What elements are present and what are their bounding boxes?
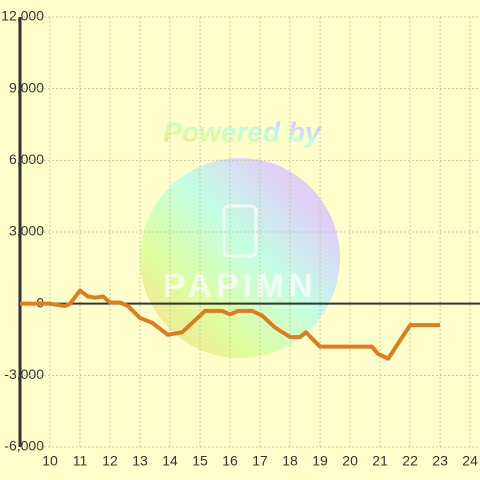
x-tick-label: 15 xyxy=(192,453,208,469)
x-tick-label: 17 xyxy=(252,453,268,469)
y-tick-label: -3,000 xyxy=(4,366,44,382)
y-tick-label: 3,000 xyxy=(9,223,44,239)
x-tick-label: 12 xyxy=(102,453,118,469)
x-tick-label: 13 xyxy=(132,453,148,469)
x-tick-label: 20 xyxy=(342,453,358,469)
x-tick-label: 19 xyxy=(312,453,328,469)
x-tick-label: 24 xyxy=(462,453,478,469)
x-tick-label: 22 xyxy=(402,453,418,469)
x-tick-label: 10 xyxy=(42,453,58,469)
watermark-logo xyxy=(140,158,340,358)
x-tick-label: 21 xyxy=(372,453,388,469)
x-tick-label: 14 xyxy=(162,453,178,469)
x-tick-label: 23 xyxy=(432,453,448,469)
y-tick-label: 9,000 xyxy=(9,79,44,95)
x-tick-label: 18 xyxy=(282,453,298,469)
y-tick-label: -6,000 xyxy=(4,438,44,454)
y-tick-label: 12,000 xyxy=(1,8,44,24)
watermark-icon xyxy=(222,204,258,258)
x-tick-label: 16 xyxy=(222,453,238,469)
watermark: Powered by xyxy=(163,116,322,147)
y-tick-label: 6,000 xyxy=(9,151,44,167)
data-line xyxy=(20,288,441,361)
x-tick-label: 11 xyxy=(73,453,88,469)
watermark-logo-text: PAPIMN xyxy=(163,267,317,305)
